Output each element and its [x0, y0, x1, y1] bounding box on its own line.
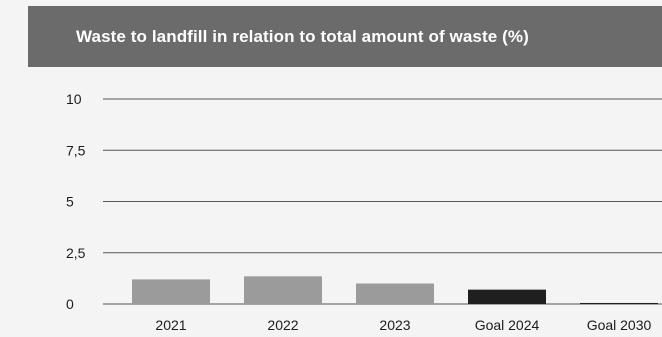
y-tick-label: 2,5	[66, 245, 86, 261]
gridlines	[103, 98, 662, 305]
x-category-label: 2021	[155, 317, 186, 333]
y-axis-tick-labels: 0 2,5 5 7,5 10	[66, 91, 86, 312]
x-category-label: 2022	[267, 317, 298, 333]
x-category-label: Goal 2030	[587, 317, 652, 333]
bar-2023	[356, 283, 434, 304]
bars	[132, 276, 658, 304]
y-tick-label: 7,5	[66, 142, 86, 158]
bar-goal-2030	[580, 302, 658, 304]
bar-goal-2024	[468, 289, 546, 304]
x-category-label: 2023	[379, 317, 410, 333]
y-tick-label: 0	[66, 296, 74, 312]
chart-title: Waste to landfill in relation to total a…	[76, 26, 529, 46]
y-tick-label: 10	[66, 91, 82, 107]
x-category-label: Goal 2024	[475, 317, 540, 333]
bar-2021	[132, 279, 210, 304]
x-axis-category-labels: 2021 2022 2023 Goal 2024 Goal 2030	[155, 317, 651, 333]
y-tick-label: 5	[66, 194, 74, 210]
chart-title-bar: Waste to landfill in relation to total a…	[28, 6, 662, 67]
bar-2022	[244, 276, 322, 304]
